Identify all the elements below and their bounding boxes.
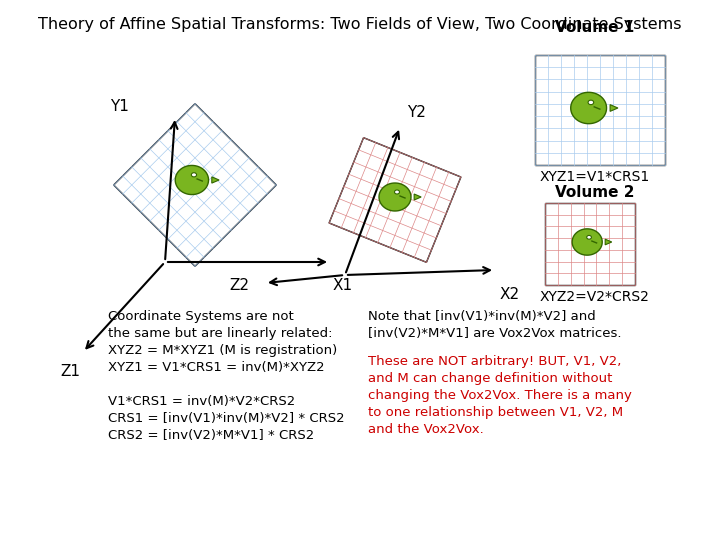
Text: CRS1 = [inv(V1)*inv(M)*V2] * CRS2: CRS1 = [inv(V1)*inv(M)*V2] * CRS2 (108, 412, 345, 425)
Text: X1: X1 (333, 278, 353, 293)
Text: Volume 2: Volume 2 (555, 185, 635, 200)
Polygon shape (414, 194, 421, 200)
Text: XYZ2=V2*CRS2: XYZ2=V2*CRS2 (540, 290, 650, 304)
Text: V1*CRS1 = inv(M)*V2*CRS2: V1*CRS1 = inv(M)*V2*CRS2 (108, 395, 295, 408)
Polygon shape (571, 92, 606, 124)
Polygon shape (606, 239, 612, 245)
Text: XYZ2 = M*XYZ1 (M is registration): XYZ2 = M*XYZ1 (M is registration) (108, 344, 337, 357)
Text: Coordinate Systems are not: Coordinate Systems are not (108, 310, 294, 323)
Text: Y2: Y2 (407, 105, 426, 120)
Text: These are NOT arbitrary! BUT, V1, V2,
and M can change definition without
changi: These are NOT arbitrary! BUT, V1, V2, an… (368, 355, 632, 436)
Ellipse shape (395, 190, 400, 194)
Text: X2: X2 (500, 287, 520, 302)
Polygon shape (610, 105, 618, 111)
Text: the same but are linearly related:: the same but are linearly related: (108, 327, 333, 340)
Text: Volume 1: Volume 1 (555, 20, 634, 35)
Text: XYZ1=V1*CRS1: XYZ1=V1*CRS1 (540, 170, 650, 184)
Polygon shape (212, 177, 219, 183)
Ellipse shape (588, 100, 594, 105)
Polygon shape (379, 183, 411, 211)
Text: CRS2 = [inv(V2)*M*V1] * CRS2: CRS2 = [inv(V2)*M*V1] * CRS2 (108, 429, 314, 442)
Ellipse shape (192, 173, 197, 177)
Ellipse shape (587, 235, 591, 239)
Text: XYZ1 = V1*CRS1 = inv(M)*XYZ2: XYZ1 = V1*CRS1 = inv(M)*XYZ2 (108, 361, 325, 374)
Text: Z2: Z2 (229, 278, 249, 293)
Text: Note that [inv(V1)*inv(M)*V2] and
[inv(V2)*M*V1] are Vox2Vox matrices.: Note that [inv(V1)*inv(M)*V2] and [inv(V… (368, 310, 621, 340)
Bar (535, 55, 665, 165)
Polygon shape (329, 138, 461, 262)
Text: Theory of Affine Spatial Transforms: Two Fields of View, Two Coordinate Systems: Theory of Affine Spatial Transforms: Two… (38, 17, 682, 32)
Polygon shape (175, 165, 209, 194)
Text: Z1: Z1 (60, 364, 80, 379)
Polygon shape (572, 229, 602, 255)
Polygon shape (114, 104, 276, 266)
Bar (545, 203, 635, 285)
Text: Y1: Y1 (111, 99, 130, 114)
